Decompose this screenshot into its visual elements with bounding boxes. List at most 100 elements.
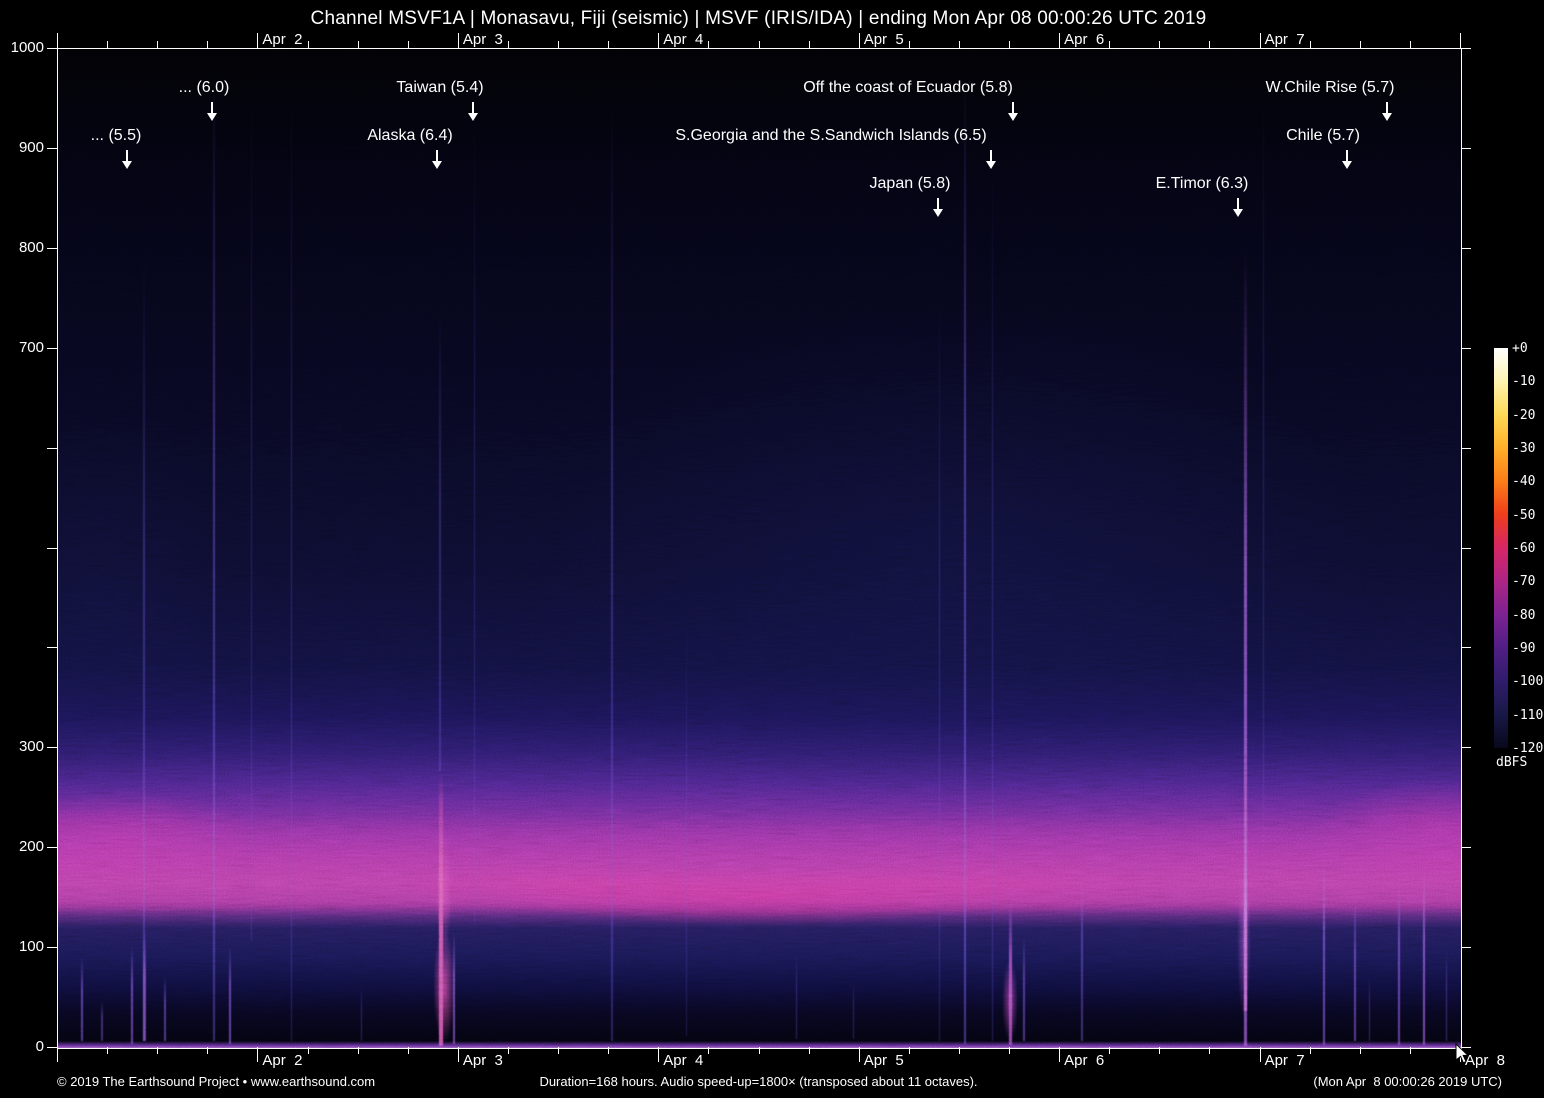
y-major-tick-left	[47, 147, 57, 149]
y-major-tick-right	[1461, 547, 1471, 549]
x-major-tick-bottom	[257, 1047, 259, 1062]
x-minor-tick-top	[407, 41, 409, 48]
x-minor-tick-top	[1409, 41, 1411, 48]
arrow-stem	[126, 150, 128, 161]
y-frequency-label: 200	[18, 838, 44, 856]
y-major-tick-right	[1461, 747, 1471, 749]
arrow-head	[986, 161, 996, 169]
arrow-stem	[1237, 198, 1239, 209]
x-major-tick-bottom	[457, 1047, 459, 1062]
y-major-tick-left	[47, 647, 57, 649]
x-minor-tick-top	[1209, 41, 1211, 48]
y-major-tick-right	[1461, 447, 1471, 449]
annotation-label: Off the coast of Ecuador (5.8)	[803, 79, 1013, 96]
footer-timestamp: (Mon Apr 8 00:00:26 2019 UTC)	[1313, 1074, 1502, 1089]
x-minor-tick-top	[608, 41, 610, 48]
x-minor-tick-top	[558, 41, 560, 48]
annotation-label: W.Chile Rise (5.7)	[1265, 79, 1395, 96]
x-minor-tick-bottom	[558, 1047, 560, 1054]
arrow-head	[432, 161, 442, 169]
colorbar-tick-label: -40	[1512, 474, 1536, 490]
arrow-head	[1342, 161, 1352, 169]
y-frequency-label: 300	[18, 738, 44, 756]
x-minor-tick-top	[307, 41, 309, 48]
x-major-tick-top	[1259, 33, 1261, 48]
colorbar	[1494, 348, 1508, 748]
annotation-arrow-icon	[468, 102, 478, 121]
x-minor-tick-bottom	[958, 1047, 960, 1054]
x-major-tick-top	[1059, 33, 1061, 48]
x-major-tick-top	[257, 33, 259, 48]
y-major-tick-right	[1461, 647, 1471, 649]
x-minor-tick-bottom	[357, 1047, 359, 1054]
x-major-tick-bottom	[658, 1047, 660, 1062]
colorbar-tick-label: -120	[1512, 741, 1544, 756]
x-minor-tick-bottom	[507, 1047, 509, 1054]
x-minor-tick-top	[758, 41, 760, 48]
y-frequency-label: 1000	[10, 39, 44, 56]
x-minor-tick-bottom	[1209, 1047, 1211, 1054]
annotation-arrow-icon	[432, 150, 442, 169]
x-major-tick-top	[858, 33, 860, 48]
y-major-tick-left	[47, 847, 57, 849]
x-minor-tick-bottom	[1309, 1047, 1311, 1054]
y-major-tick-right	[1461, 947, 1471, 949]
annotation-label: ... (6.0)	[178, 79, 230, 96]
y-major-tick-right	[1461, 847, 1471, 849]
annotation-arrow-icon	[1008, 102, 1018, 121]
x-minor-tick-top	[708, 41, 710, 48]
arrow-head	[933, 209, 943, 217]
arrow-head	[468, 113, 478, 121]
annotation-arrow-icon	[122, 150, 132, 169]
arrow-stem	[990, 150, 992, 161]
footer-copyright: © 2019 The Earthsound Project • www.eart…	[57, 1074, 376, 1089]
x-minor-tick-top	[1109, 41, 1111, 48]
annotation-label: Taiwan (5.4)	[396, 79, 484, 96]
arrow-stem	[937, 198, 939, 209]
arrow-stem	[1346, 150, 1348, 161]
arrow-stem	[211, 102, 213, 113]
colorbar-tick-label: -100	[1512, 674, 1544, 690]
x-minor-tick-bottom	[1409, 1047, 1411, 1054]
x-major-tick-top	[457, 33, 459, 48]
x-major-tick-top	[658, 33, 660, 48]
colorbar-tick-label: -50	[1512, 507, 1536, 523]
x-minor-tick-top	[808, 41, 810, 48]
colorbar-tick-label: -20	[1512, 407, 1536, 423]
colorbar-unit-label: dBFS	[1496, 755, 1528, 770]
x-date-label-top: Apr 6	[1064, 31, 1105, 48]
mouse-cursor-icon	[1455, 1043, 1470, 1064]
y-major-tick-right	[1461, 347, 1471, 349]
arrow-stem	[472, 102, 474, 113]
arrow-head	[122, 161, 132, 169]
colorbar-tick-label: -90	[1512, 641, 1536, 656]
x-date-label-top: Apr 7	[1264, 31, 1305, 48]
x-minor-tick-bottom	[808, 1047, 810, 1054]
arrow-stem	[1012, 102, 1014, 113]
y-major-tick-left	[47, 747, 57, 749]
y-major-tick-left	[47, 947, 57, 949]
x-date-label-top: Apr 3	[462, 31, 503, 48]
x-major-tick-top	[57, 33, 58, 48]
arrow-head	[1233, 209, 1243, 217]
x-minor-tick-top	[107, 41, 109, 48]
x-date-label-bottom: Apr 8	[1465, 1052, 1506, 1069]
arrow-stem	[1386, 102, 1388, 113]
x-minor-tick-top	[1359, 41, 1361, 48]
annotation-label: Japan (5.8)	[869, 175, 951, 192]
x-minor-tick-bottom	[307, 1047, 309, 1054]
x-minor-tick-bottom	[908, 1047, 910, 1054]
y-major-tick-right	[1461, 1047, 1471, 1048]
x-minor-tick-bottom	[758, 1047, 760, 1054]
x-date-label-bottom: Apr 7	[1264, 1052, 1305, 1069]
x-minor-tick-bottom	[608, 1047, 610, 1054]
colorbar-tick-label: -110	[1512, 707, 1544, 723]
y-frequency-label: 0	[35, 1038, 44, 1055]
y-major-tick-left	[47, 1047, 57, 1048]
spectrogram-background	[58, 49, 1461, 1048]
x-major-tick-bottom	[1259, 1047, 1261, 1062]
y-major-tick-right	[1461, 147, 1471, 149]
y-major-tick-left	[47, 447, 57, 449]
y-major-tick-left	[47, 347, 57, 349]
